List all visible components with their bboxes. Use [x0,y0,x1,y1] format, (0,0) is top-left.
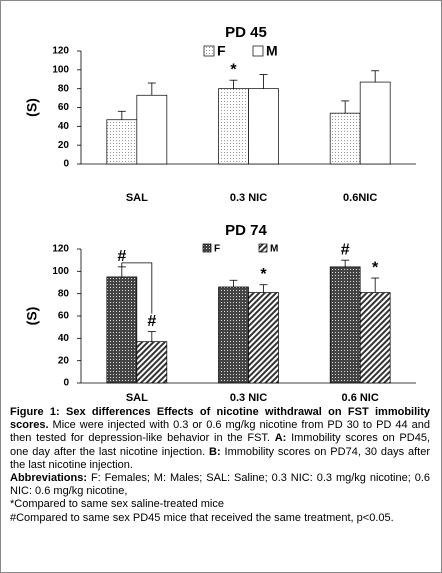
bar [136,341,168,384]
caption-body: Mice were injected with 0.3 or 0.6 mg/kg… [10,419,430,445]
charts: PD 45 (S) F M 0 20 40 60 80 100 120 SAL 0.3 NIC * 0.6N… [24,24,416,401]
legend-label: F [214,244,220,255]
y-tick-label: 60 [58,311,70,322]
legend-swatch [252,45,264,57]
y-tick-label: 120 [52,46,69,57]
annotation: * [230,61,237,78]
legend-label: M [266,43,278,59]
legend-label: M [270,244,278,255]
annotation: * [372,259,379,276]
y-tick-label: 80 [58,288,70,299]
chart-title: PD 45 [225,24,267,41]
caption-note: *Compared to same sex saline-treated mic… [10,498,224,511]
caption-a-text: Immobility scores on PD45, one day after… [10,432,430,458]
bar [329,266,361,384]
y-tick-label: 0 [63,378,69,389]
caption-abbr-text: F: Females; M: Males; SAL: Saline; 0.3 N… [10,472,431,498]
bar [106,276,138,384]
caption-abbr-label: Abbreviations: [10,472,88,485]
y-tick-label: 120 [52,244,69,255]
annotation: # [341,241,350,258]
bar [248,88,279,165]
caption: Figure 1: Sex differences Effects of nic… [10,406,430,525]
x-tick-label: 0.6 NIC [342,392,379,401]
y-tick-label: 20 [58,140,70,151]
bar [359,81,391,165]
caption-b-label: B: [209,445,221,458]
bar [218,88,249,165]
x-tick-label: SAL [126,392,148,401]
bar [106,119,138,165]
x-tick-label: 0.3 NIC [230,392,267,401]
bar [329,112,361,165]
y-axis-label: (S) [24,98,40,117]
x-tick-label: 0.3 NIC [230,192,267,204]
y-tick-label: 40 [58,333,70,344]
caption-note: #Compared to same sex PD45 mice that rec… [10,511,394,524]
bar [248,292,279,384]
annotation: # [147,313,156,330]
y-axis-label: (S) [24,307,40,326]
annotation: # [117,248,126,265]
y-tick-label: 100 [52,64,69,75]
y-tick-label: 20 [58,355,70,366]
legend-label: F [217,43,226,59]
bar [359,292,391,384]
caption-heading: Figure 1: Sex differences Effects of nic… [10,406,430,432]
chart-title: PD 74 [225,222,267,239]
x-tick-label: 0.6NIC [343,192,377,204]
y-tick-label: 60 [58,102,70,113]
legend-swatch [202,243,212,253]
bar [136,94,168,165]
x-tick-label: SAL [126,192,148,204]
bracket [121,262,153,314]
y-tick-label: 0 [63,159,69,170]
caption-b-text: Immobility scores on PD74, 30 days after… [10,445,430,471]
bar [218,286,249,384]
y-tick-label: 40 [58,121,70,132]
annotation: * [260,266,267,283]
y-tick-label: 80 [58,83,70,94]
y-tick-label: 100 [52,266,69,277]
caption-a-label: A: [274,432,287,445]
legend-swatch [203,45,215,57]
legend-swatch [258,243,268,253]
